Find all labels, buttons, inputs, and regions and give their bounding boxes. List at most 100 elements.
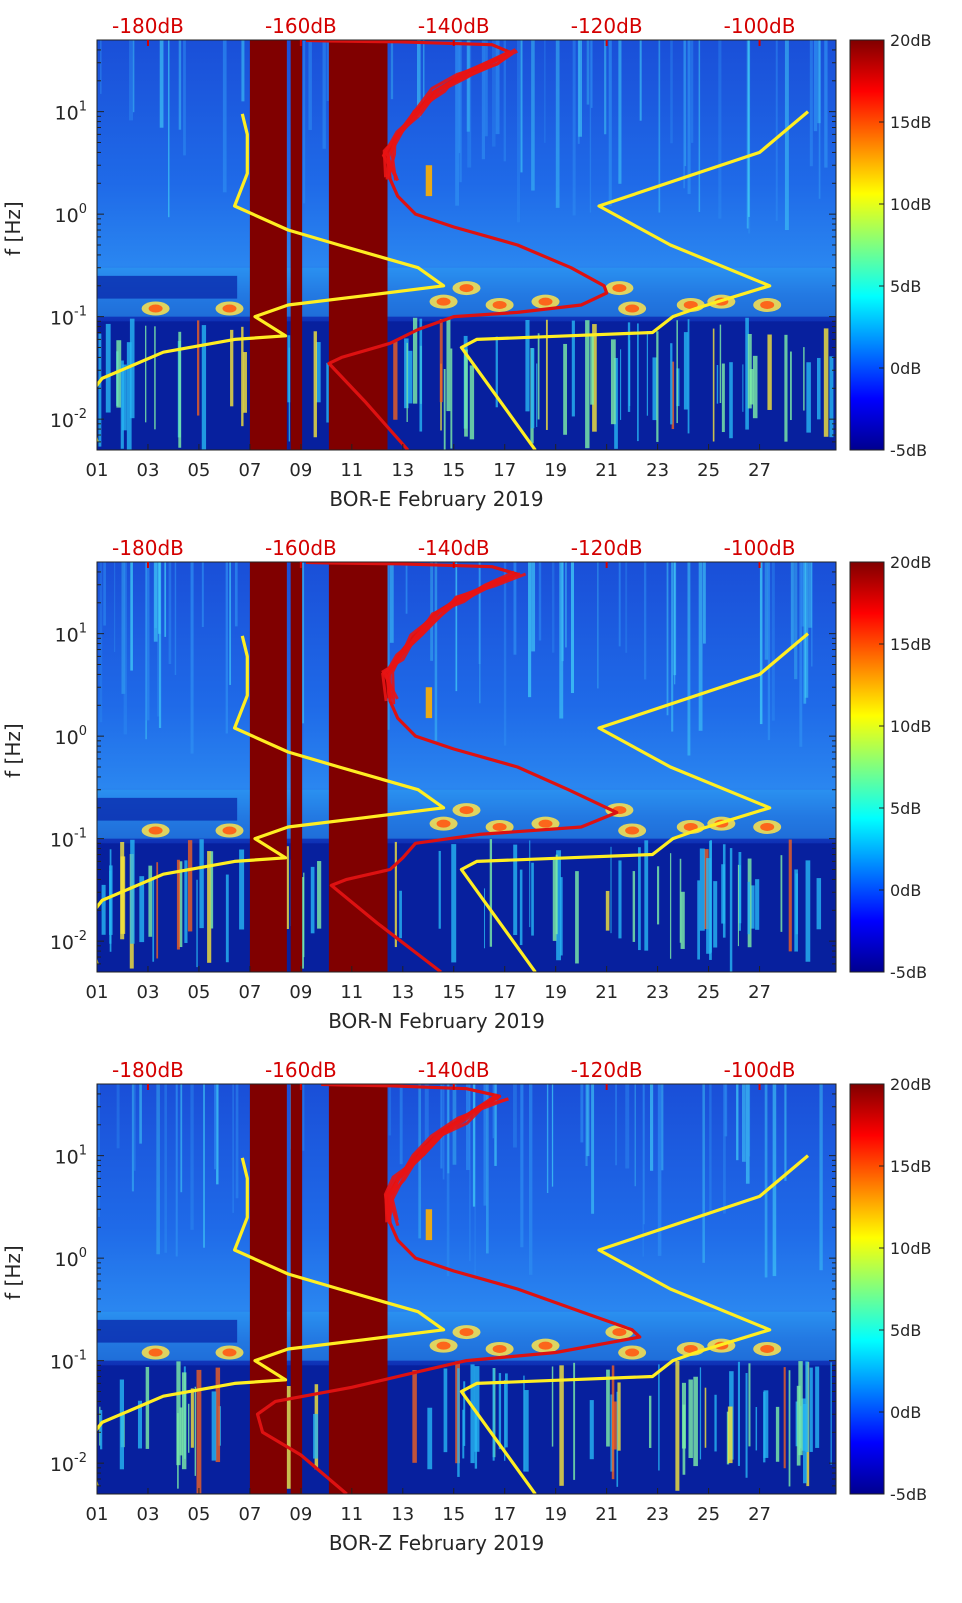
lowfreq-stripe: [457, 1368, 460, 1477]
transient-streak: [472, 1084, 476, 1207]
lowfreq-stripe: [627, 322, 631, 412]
energy-hotspot-core: [625, 826, 640, 835]
lowfreq-stripe: [830, 1362, 832, 1465]
lowfreq-stripe: [657, 866, 660, 925]
transient-streak: [698, 562, 703, 731]
lowfreq-stripe: [446, 318, 451, 412]
transient-streak: [625, 1084, 630, 1169]
lowfreq-stripe: [154, 326, 156, 430]
transient-streak: [745, 1084, 750, 1184]
x-tick-label: 21: [595, 460, 618, 481]
transient-streak: [159, 40, 164, 128]
lowfreq-stripe: [152, 879, 155, 962]
energy-hotspot-core: [625, 304, 640, 313]
lowfreq-stripe: [225, 874, 229, 963]
lowfreq-stripe: [184, 860, 188, 943]
x-tick-label: 07: [238, 460, 261, 481]
lowfreq-stripe: [620, 349, 622, 420]
lowfreq-stripe: [519, 869, 523, 946]
energy-hotspot-core: [222, 1348, 237, 1357]
low-frequency-band: [97, 1365, 836, 1494]
energy-hotspot-core: [492, 1344, 507, 1353]
lowfreq-stripe: [188, 1403, 190, 1453]
transient-streak: [455, 562, 458, 692]
x-tick-label: 05: [187, 460, 210, 481]
lowfreq-stripe: [763, 1391, 766, 1463]
transient-streak: [168, 40, 170, 218]
lowfreq-stripe: [571, 320, 575, 417]
transient-streak: [100, 40, 102, 94]
transient-streak: [658, 40, 661, 213]
transient-streak: [520, 40, 523, 173]
energy-hotspot-core: [683, 1344, 698, 1353]
plot-area: [97, 562, 836, 972]
lowfreq-stripe: [243, 352, 247, 413]
lowfreq-stripe: [492, 1368, 495, 1461]
transient-streak: [134, 1084, 136, 1171]
lowfreq-stripe: [285, 846, 289, 930]
lowfreq-stripe: [313, 331, 317, 438]
lowfreq-stripe: [545, 319, 548, 430]
data-gap-block: [290, 1084, 303, 1494]
yellow-noise-model-1: [97, 635, 446, 964]
lowfreq-stripe: [524, 1390, 529, 1472]
transient-streak: [486, 1084, 489, 1254]
transient-streak: [156, 1084, 160, 1255]
lowfreq-stripe: [555, 854, 558, 935]
energy-hotspot-core: [612, 1328, 627, 1337]
lowfreq-stripe: [590, 334, 594, 405]
transient-streak: [180, 1084, 183, 1193]
lowfreq-stripe: [176, 859, 180, 950]
lowfreq-stripe: [794, 869, 798, 952]
transient-streak: [466, 1084, 470, 1171]
top-axis-label: -160dB: [265, 1058, 337, 1082]
transient-streak: [784, 1084, 787, 1181]
transient-streak: [817, 40, 821, 124]
lowfreq-stripe: [178, 861, 183, 948]
spectrogram-panel-2: 01 03 05 07 09 11 13 15 17 19 21 23 25 27 10-2 10-1 100 1…: [1, 536, 932, 1033]
lowfreq-stripe: [658, 1364, 660, 1471]
top-axis-label: -120dB: [571, 536, 643, 560]
transient-streak: [666, 562, 669, 716]
lowfreq-stripe: [795, 1401, 798, 1447]
transient-streak: [513, 562, 517, 655]
energy-hotspot-core: [492, 822, 507, 831]
transient-streak: [446, 1084, 450, 1277]
lowfreq-stripe: [575, 871, 579, 964]
lowfreq-stripe: [126, 342, 132, 450]
lowfreq-stripe: [712, 328, 715, 442]
transient-streak: [492, 40, 496, 147]
transient-streak: [813, 40, 818, 132]
transient-streak: [492, 1084, 496, 1139]
colorbar-label: 10dB: [890, 195, 932, 214]
lowfreq-stripe: [210, 851, 214, 929]
transient-streak: [168, 562, 172, 665]
red-reference-jitter: [390, 49, 518, 181]
colorbar: [849, 561, 885, 973]
transient-streak: [642, 1084, 644, 1257]
lowfreq-stripe: [803, 347, 805, 411]
energy-hotspot-core: [538, 297, 553, 306]
lowfreq-stripe: [190, 1388, 194, 1448]
transient-streak: [222, 40, 227, 193]
lowfreq-stripe: [710, 840, 712, 953]
x-tick-label: 09: [289, 1504, 312, 1525]
lowfreq-stripe: [470, 1364, 475, 1464]
lowfreq-stripe: [474, 1366, 480, 1452]
transient-streak: [322, 40, 326, 149]
x-tick-label: 05: [187, 982, 210, 1003]
colorbar-label: 0dB: [890, 881, 921, 900]
transient-streak: [214, 1084, 217, 1170]
lowfreq-stripe: [101, 884, 106, 935]
y-tick-label: 101: [55, 622, 87, 647]
x-tick-label: 17: [493, 982, 516, 1003]
lowfreq-stripe: [504, 1373, 508, 1448]
lowfreq-stripe: [745, 317, 749, 430]
lowfreq-stripe: [98, 333, 102, 447]
energy-hotspot-core: [436, 297, 451, 306]
x-tick-label: 15: [442, 982, 465, 1003]
transient-streak: [591, 1084, 595, 1214]
top-axis-label: -140dB: [418, 536, 490, 560]
lowfreq-stripe: [406, 342, 408, 422]
lowfreq-stripe: [179, 1407, 183, 1456]
